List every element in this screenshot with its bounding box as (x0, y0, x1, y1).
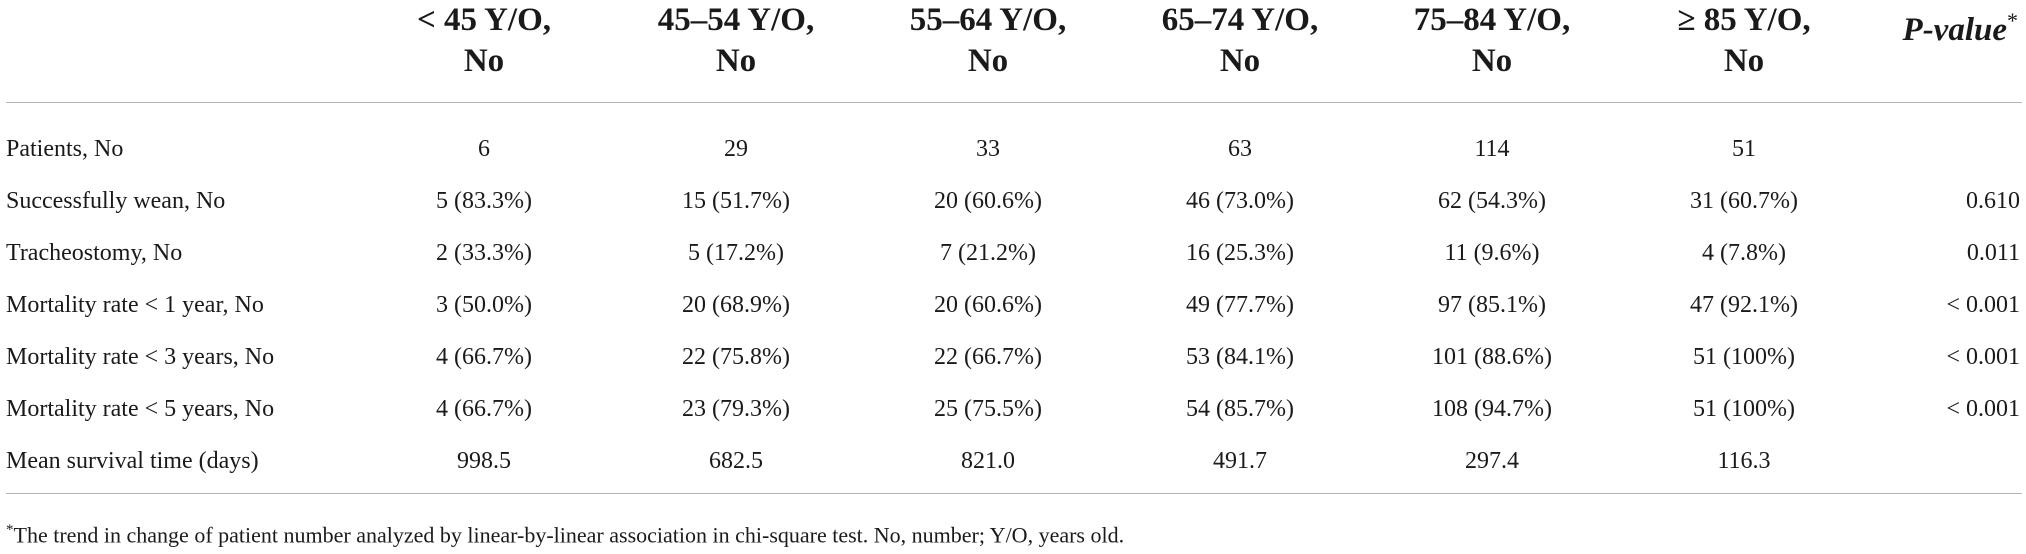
table-cell: 108 (94.7%) (1432, 396, 1552, 422)
p-value-cell: < 0.001 (1946, 396, 2020, 422)
table-cell: 54 (85.7%) (1186, 396, 1294, 422)
table-cell: 29 (724, 136, 748, 162)
table-cell: 20 (60.6%) (934, 292, 1042, 318)
table-cell: 25 (75.5%) (934, 396, 1042, 422)
table-cell: 63 (1228, 136, 1252, 162)
header-age-45-54: 45–54 Y/O, No (610, 0, 862, 103)
table-cell: 53 (84.1%) (1186, 344, 1294, 370)
footnote-marker: * (6, 522, 14, 538)
table-cell: 20 (68.9%) (682, 292, 790, 318)
header-label-cell (6, 0, 358, 103)
results-table-container: < 45 Y/O, No 45–54 Y/O, No 55–64 Y/O, No… (6, 0, 2022, 494)
table-cell: 2 (33.3%) (436, 240, 532, 266)
table-cell: 11 (9.6%) (1444, 240, 1540, 266)
p-value-cell: < 0.001 (1946, 344, 2020, 370)
p-value-cell: 0.011 (1966, 240, 2020, 266)
table-cell: 23 (79.3%) (682, 396, 790, 422)
row-label: Mortality rate < 1 year, No (6, 292, 264, 318)
table-cell: 3 (50.0%) (436, 292, 532, 318)
table-row: Tracheostomy, No 2 (33.3%) 5 (17.2%) 7 (… (6, 227, 2022, 279)
header-age-65-74: 65–74 Y/O, No (1114, 0, 1366, 103)
header-age-85-plus: ≥ 85 Y/O, No (1618, 0, 1870, 103)
table-cell: 46 (73.0%) (1186, 188, 1294, 214)
table-cell: 22 (75.8%) (682, 344, 790, 370)
table-cell: 114 (1474, 136, 1510, 162)
row-label: Mortality rate < 3 years, No (6, 344, 275, 370)
table-cell: 821.0 (862, 435, 1114, 494)
table-cell: 31 (60.7%) (1690, 188, 1798, 214)
row-label: Patients, No (6, 136, 124, 162)
table-cell: 62 (54.3%) (1438, 188, 1546, 214)
table-cell: 4 (7.8%) (1702, 240, 1786, 266)
table-row: Successfully wean, No 5 (83.3%) 15 (51.7… (6, 175, 2022, 227)
table-row: Mean survival time (days) 998.5 682.5 82… (6, 435, 2022, 494)
table-cell: 16 (25.3%) (1186, 240, 1294, 266)
footnote-text: The trend in change of patient number an… (13, 522, 1125, 548)
table-row: Mortality rate < 5 years, No 4 (66.7%) 2… (6, 383, 2022, 435)
table-cell: 20 (60.6%) (934, 188, 1042, 214)
table-cell: 51 (1732, 136, 1756, 162)
row-label: Tracheostomy, No (6, 240, 183, 266)
table-cell: 5 (17.2%) (688, 240, 784, 266)
table-cell: 297.4 (1366, 435, 1618, 494)
p-value-cell (1870, 103, 2022, 176)
row-label: Mean survival time (days) (6, 435, 358, 494)
table-row: Mortality rate < 1 year, No 3 (50.0%) 20… (6, 279, 2022, 331)
table-cell: 101 (88.6%) (1432, 344, 1552, 370)
table-cell: 97 (85.1%) (1438, 292, 1546, 318)
table-cell: 4 (66.7%) (436, 344, 532, 370)
header-age-under-45: < 45 Y/O, No (358, 0, 610, 103)
p-value-cell (1870, 435, 2022, 494)
table-cell: 47 (92.1%) (1690, 292, 1798, 318)
table-cell: 51 (100%) (1693, 344, 1795, 370)
table-footnote: *The trend in change of patient number a… (6, 516, 1124, 549)
header-age-55-64: 55–64 Y/O, No (862, 0, 1114, 103)
table-cell: 682.5 (610, 435, 862, 494)
table-cell: 491.7 (1114, 435, 1366, 494)
table-cell: 33 (976, 136, 1000, 162)
table-cell: 51 (100%) (1693, 396, 1795, 422)
table-cell: 998.5 (358, 435, 610, 494)
table-row: Mortality rate < 3 years, No 4 (66.7%) 2… (6, 331, 2022, 383)
table-cell: 4 (66.7%) (436, 396, 532, 422)
p-value-cell: 0.610 (1966, 188, 2020, 214)
table-cell: 6 (478, 136, 490, 162)
results-table: < 45 Y/O, No 45–54 Y/O, No 55–64 Y/O, No… (6, 0, 2022, 494)
header-age-75-84: 75–84 Y/O, No (1366, 0, 1618, 103)
table-cell: 5 (83.3%) (436, 188, 532, 214)
table-cell: 116.3 (1618, 435, 1870, 494)
row-label: Successfully wean, No (6, 188, 226, 214)
header-row: < 45 Y/O, No 45–54 Y/O, No 55–64 Y/O, No… (6, 0, 2022, 103)
row-label: Mortality rate < 5 years, No (6, 396, 275, 422)
table-row: Patients, No 6 29 33 63 114 51 (6, 103, 2022, 176)
table-cell: 15 (51.7%) (682, 188, 790, 214)
p-value-cell: < 0.001 (1946, 292, 2020, 318)
table-cell: 7 (21.2%) (940, 240, 1036, 266)
table-cell: 49 (77.7%) (1186, 292, 1294, 318)
header-p-value: P-value* (1870, 0, 2022, 103)
table-cell: 22 (66.7%) (934, 344, 1042, 370)
